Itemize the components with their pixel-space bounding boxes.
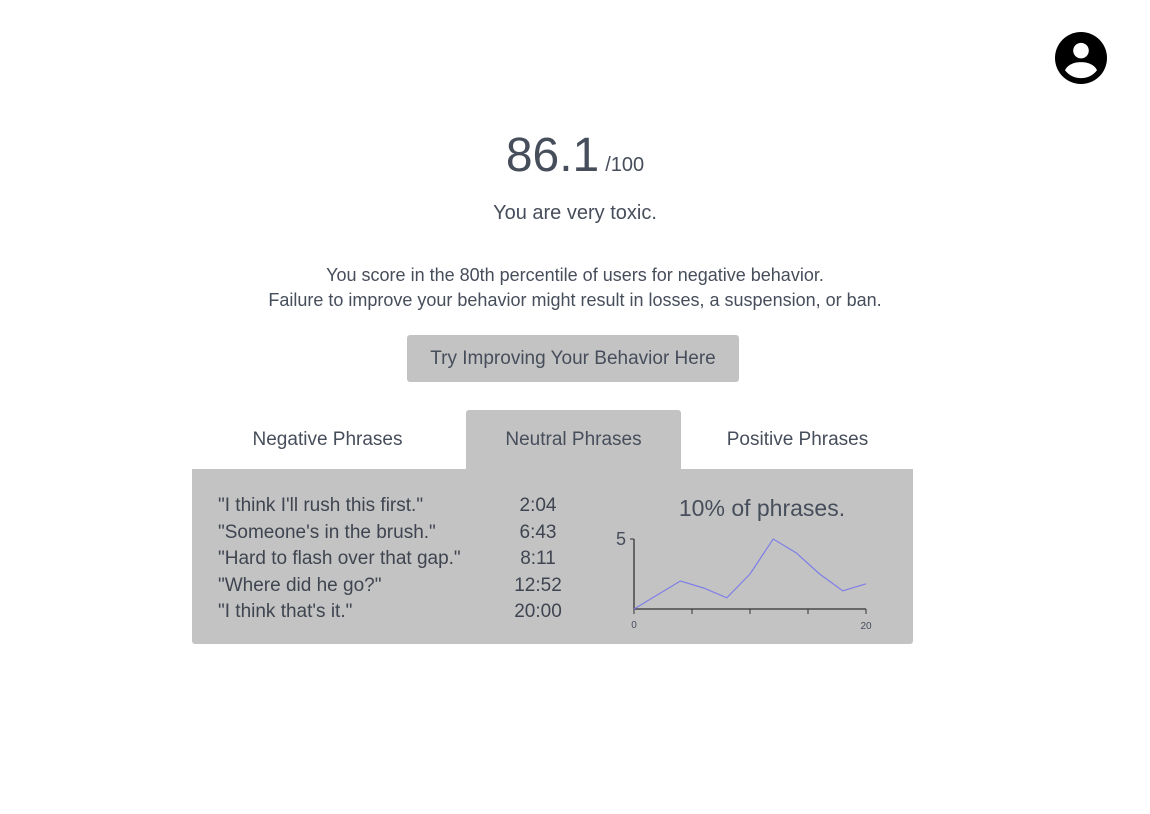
- phrase-list: "I think I'll rush this first." 2:04 "So…: [218, 493, 588, 626]
- tab-negative-phrases[interactable]: Negative Phrases: [252, 429, 403, 450]
- x-tick-label: 0: [631, 620, 637, 631]
- description-line-2: Failure to improve your behavior might r…: [268, 290, 882, 310]
- chart-title: 10% of phrases.: [678, 495, 846, 521]
- y-tick-label: 5: [616, 529, 626, 549]
- score-max: /100: [605, 154, 645, 176]
- score-display: 86.1/100: [0, 128, 1150, 183]
- phrase-time: 2:04: [519, 495, 557, 517]
- phrases-panel: "I think I'll rush this first." 2:04 "So…: [192, 469, 913, 644]
- phrase-text: "Hard to flash over that gap.": [218, 548, 461, 570]
- phrase-text: "I think I'll rush this first.": [218, 495, 424, 517]
- verdict-text: You are very toxic.: [493, 202, 657, 224]
- phrase-text: "Where did he go?": [218, 574, 382, 596]
- x-tick-label: 20: [860, 621, 872, 632]
- phrase-row: "I think I'll rush this first." 2:04: [218, 493, 588, 520]
- description: You score in the 80th percentile of user…: [0, 263, 1150, 313]
- improve-behavior-button[interactable]: Try Improving Your Behavior Here: [407, 335, 739, 382]
- phrase-text: "Someone's in the brush.": [218, 521, 436, 543]
- phrase-row: "Someone's in the brush." 6:43: [218, 520, 588, 547]
- account-circle-icon[interactable]: [1055, 32, 1107, 84]
- score-value: 86.1: [505, 129, 600, 182]
- phrase-time: 8:11: [520, 548, 556, 570]
- series-line: [633, 538, 867, 610]
- phrase-text: "I think that's it.": [218, 601, 353, 623]
- phrase-row: "I think that's it." 20:00: [218, 599, 588, 626]
- phrase-time: 6:43: [519, 521, 557, 543]
- phrase-time: 12:52: [514, 574, 562, 596]
- phrase-row: "Where did he go?" 12:52: [218, 573, 588, 600]
- tab-positive-phrases[interactable]: Positive Phrases: [726, 429, 869, 450]
- phrase-row: "Hard to flash over that gap." 8:11: [218, 546, 588, 573]
- description-line-1: You score in the 80th percentile of user…: [326, 265, 824, 285]
- phrase-frequency-chart: 5 0 20: [616, 529, 872, 632]
- phrase-time: 20:00: [514, 601, 562, 623]
- tab-neutral-phrases[interactable]: Neutral Phrases: [466, 410, 681, 470]
